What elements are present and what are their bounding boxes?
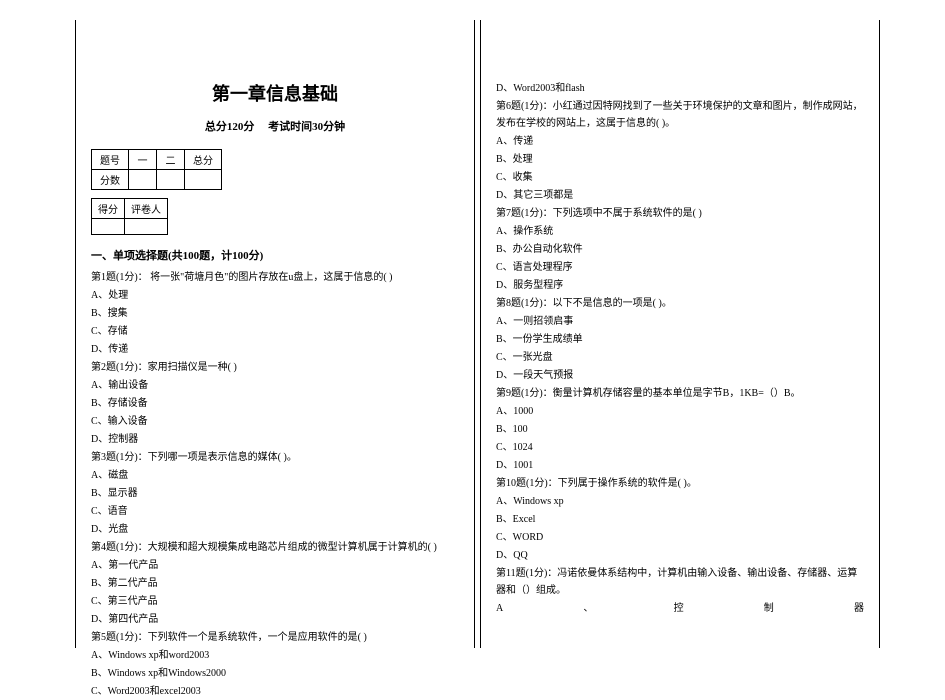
option: C、一张光盘 (496, 349, 864, 366)
score-header: 一 (129, 150, 157, 170)
option: C、语言处理程序 (496, 259, 864, 276)
question-7: 第7题(1分)：下列选项中不属于系统软件的是( ) (496, 205, 864, 222)
section-title: 一、单项选择题(共100题，计100分) (91, 247, 459, 263)
table-row (92, 219, 168, 235)
question-11: 第11题(1分)：冯诺依曼体系结构中，计算机由输入设备、输出设备、存储器、运算器… (496, 565, 864, 599)
option: A、操作系统 (496, 223, 864, 240)
option: C、输入设备 (91, 413, 459, 430)
option: B、Excel (496, 511, 864, 528)
option-char: 器 (854, 600, 864, 617)
question-3: 第3题(1分)：下列哪一项是表示信息的媒体( )。 (91, 449, 459, 466)
table-row: 得分 评卷人 (92, 199, 168, 219)
left-page: 第一章信息基础 总分120分 考试时间30分钟 题号 一 二 总分 分数 得分 … (75, 20, 475, 648)
option: C、第三代产品 (91, 593, 459, 610)
option: D、控制器 (91, 431, 459, 448)
option-sep: 、 (583, 600, 593, 617)
doc-title: 第一章信息基础 (91, 80, 459, 106)
option: D、一段天气预报 (496, 367, 864, 384)
grader-table: 得分 评卷人 (91, 198, 168, 235)
question-1: 第1题(1分)： 将一张"荷塘月色"的图片存放在u盘上，这属于信息的( ) (91, 269, 459, 286)
option-char: 控 (674, 600, 684, 617)
question-6: 第6题(1分)：小红通过因特网找到了一些关于环境保护的文章和图片，制作成网站，发… (496, 98, 864, 132)
option: A、处理 (91, 287, 459, 304)
grader-cell (92, 219, 125, 235)
option: A、Windows xp和word2003 (91, 647, 459, 664)
question-8: 第8题(1分)：以下不是信息的一项是( )。 (496, 295, 864, 312)
option: A、磁盘 (91, 467, 459, 484)
grader-header: 得分 (92, 199, 125, 219)
score-header: 二 (157, 150, 185, 170)
option: C、收集 (496, 169, 864, 186)
right-page: D、Word2003和flash 第6题(1分)：小红通过因特网找到了一些关于环… (480, 20, 880, 648)
question-2: 第2题(1分)：家用扫描仪是一种( ) (91, 359, 459, 376)
option: A、1000 (496, 403, 864, 420)
option: D、QQ (496, 547, 864, 564)
option: C、WORD (496, 529, 864, 546)
score-cell (129, 170, 157, 190)
score-cell (157, 170, 185, 190)
option: B、100 (496, 421, 864, 438)
option: B、第二代产品 (91, 575, 459, 592)
option: A、第一代产品 (91, 557, 459, 574)
option: A、一则招领启事 (496, 313, 864, 330)
option: D、光盘 (91, 521, 459, 538)
option: D、第四代产品 (91, 611, 459, 628)
grader-cell (125, 219, 168, 235)
total-score-label: 总分120分 (205, 121, 255, 133)
score-table: 题号 一 二 总分 分数 (91, 149, 222, 190)
score-row-label: 分数 (92, 170, 129, 190)
option: A、Windows xp (496, 493, 864, 510)
question-10: 第10题(1分)：下列属于操作系统的软件是( )。 (496, 475, 864, 492)
option-char: 制 (764, 600, 774, 617)
option: C、1024 (496, 439, 864, 456)
option: B、搜集 (91, 305, 459, 322)
option: B、一份学生成绩单 (496, 331, 864, 348)
option: A、输出设备 (91, 377, 459, 394)
option: B、办公自动化软件 (496, 241, 864, 258)
option: C、Word2003和excel2003 (91, 683, 459, 700)
option: D、1001 (496, 457, 864, 474)
option: D、传递 (91, 341, 459, 358)
option: C、存储 (91, 323, 459, 340)
grader-header: 评卷人 (125, 199, 168, 219)
question-4: 第4题(1分)：大规模和超大规模集成电路芯片组成的微型计算机属于计算机的( ) (91, 539, 459, 556)
option-11a: A 、 控 制 器 (496, 600, 864, 617)
option: B、存储设备 (91, 395, 459, 412)
doc-subtitle: 总分120分 考试时间30分钟 (91, 118, 459, 134)
score-header: 题号 (92, 150, 129, 170)
option: D、Word2003和flash (496, 80, 864, 97)
option: D、其它三项都是 (496, 187, 864, 204)
option: D、服务型程序 (496, 277, 864, 294)
option: A、传递 (496, 133, 864, 150)
question-5: 第5题(1分)：下列软件一个是系统软件，一个是应用软件的是( ) (91, 629, 459, 646)
option: B、处理 (496, 151, 864, 168)
exam-time-label: 考试时间30分钟 (268, 121, 345, 133)
question-9: 第9题(1分)：衡量计算机存储容量的基本单位是字节B，1KB=（）B。 (496, 385, 864, 402)
option: C、语音 (91, 503, 459, 520)
table-row: 题号 一 二 总分 (92, 150, 222, 170)
table-row: 分数 (92, 170, 222, 190)
score-header: 总分 (185, 150, 222, 170)
score-cell (185, 170, 222, 190)
option: B、显示器 (91, 485, 459, 502)
option-label: A (496, 600, 503, 617)
